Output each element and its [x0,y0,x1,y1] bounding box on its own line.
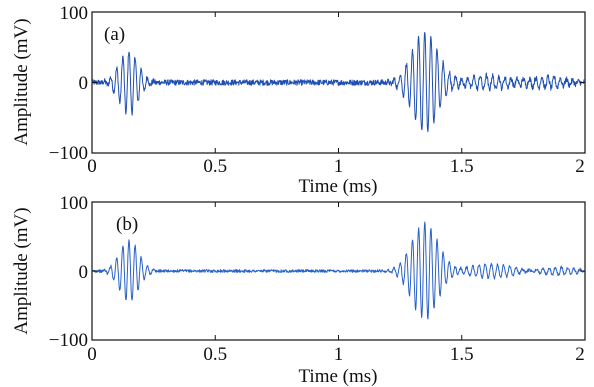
panel-a: (a) 0 0.5 1 1.5 2 100 0 −100 Time (ms) A… [11,3,586,197]
panel-label: (b) [116,214,138,235]
signal-series [91,221,586,320]
panel-b: (b) 0 0.5 1 1.5 2 100 0 −100 Time (ms) A… [11,193,586,387]
x-tick-label: 0 [87,156,97,177]
x-tick-label: 0 [87,344,97,365]
x-tick-label: 1 [334,344,344,365]
x-axis-label: Time (ms) [298,176,377,197]
panel-label: (a) [104,24,125,45]
y-tick-label: 0 [79,73,89,94]
y-tick-label: −100 [49,143,88,164]
signal-line [91,221,586,320]
signal-series [91,31,586,133]
y-tick-label: 100 [60,3,89,24]
x-tick-labels: 0 0.5 1 1.5 2 [87,344,585,365]
signal-line [91,31,586,133]
x-tick-label: 0.5 [203,156,227,177]
tick-marks [91,11,586,154]
y-tick-label: 0 [79,262,89,283]
x-tick-label: 1 [334,156,344,177]
y-axis-label: Amplitude (mV) [11,18,32,145]
x-tick-label: 1.5 [450,156,474,177]
x-axis-label: Time (ms) [298,366,377,387]
x-tick-label: 1.5 [450,344,474,365]
tick-marks [91,201,586,341]
x-tick-label: 0.5 [203,344,227,365]
y-axis-label: Amplitude (mV) [11,207,32,334]
x-tick-label: 2 [575,344,585,365]
y-tick-labels: 100 0 −100 [49,193,88,351]
x-tick-label: 2 [575,156,585,177]
y-tick-label: 100 [60,193,89,214]
x-tick-labels: 0 0.5 1 1.5 2 [87,156,585,177]
y-tick-labels: 100 0 −100 [49,3,88,164]
y-tick-label: −100 [49,330,88,351]
